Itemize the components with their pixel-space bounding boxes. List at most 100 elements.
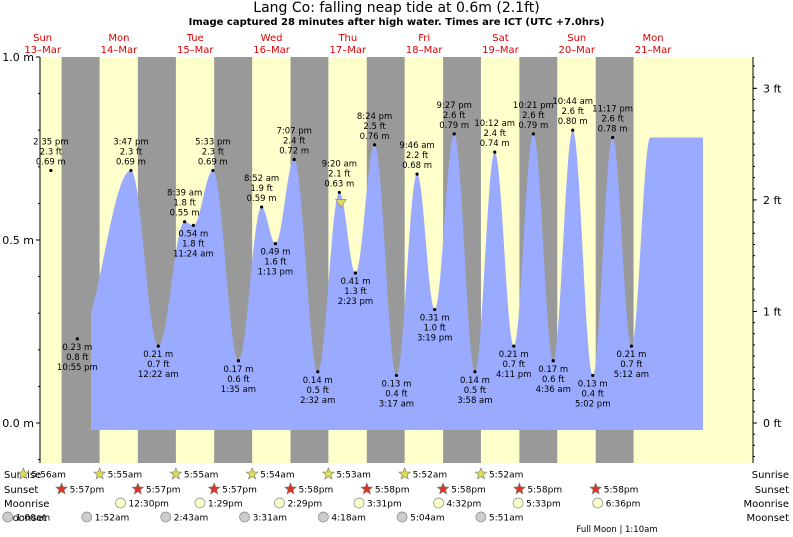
tide-label: 0.74 m xyxy=(480,139,510,149)
date-label: 18–Mar xyxy=(406,45,443,56)
tide-label: 2:23 pm xyxy=(338,297,373,307)
tide-label: 4:11 pm xyxy=(496,370,531,380)
moonset-time: 3:31am xyxy=(253,514,288,524)
moonrise-circle-icon xyxy=(115,497,126,509)
sunrise-star-icon xyxy=(93,467,107,480)
row-label-left: Sunset xyxy=(4,485,38,496)
sunset-star-icon xyxy=(131,482,145,495)
tide-label: 2.3 ft xyxy=(202,147,225,157)
sunset-time: 5:57pm xyxy=(222,486,257,496)
sunrise-star-icon xyxy=(398,467,412,480)
tide-point xyxy=(611,135,615,140)
left-axis-tick-label: 0.0 m xyxy=(2,417,34,430)
tide-label: 0.5 ft xyxy=(464,386,487,396)
sunrise-star-icon xyxy=(245,467,259,480)
tide-label: 9:27 pm xyxy=(436,101,471,111)
date-label: 20–Mar xyxy=(558,45,595,56)
sunrise-time: 5:56am xyxy=(31,471,65,481)
tide-label: 5:02 pm xyxy=(575,399,610,409)
tide-label: 5:33 pm xyxy=(195,137,230,147)
left-axis-tick-label: 1.0 m xyxy=(2,51,34,64)
tide-label: 11:17 pm xyxy=(592,105,633,115)
moonrise-time: 3:31pm xyxy=(367,500,402,510)
day-label: Wed xyxy=(261,33,283,44)
right-axis-tick-label: 3 ft xyxy=(763,82,782,95)
tide-label: 0.13 m xyxy=(381,379,411,389)
moonrise-circle-icon xyxy=(274,497,285,509)
moonset-circle-icon xyxy=(396,511,408,523)
sunset-time: 5:58pm xyxy=(604,486,639,496)
tide-label: 2.3 ft xyxy=(40,147,63,157)
tide-label: 3:47 pm xyxy=(113,137,148,147)
sunset-time: 5:58pm xyxy=(375,486,410,496)
tide-label: 0.49 m xyxy=(260,248,290,258)
page-title: Lang Co: falling neap tide at 0.6m (2.1f… xyxy=(253,0,540,16)
date-label: 14–Mar xyxy=(101,45,138,56)
tide-label: 0.21 m xyxy=(499,350,529,360)
tide-label: 0.55 m xyxy=(170,209,200,219)
tide-label: 1.8 ft xyxy=(182,239,205,249)
tide-point xyxy=(273,242,278,246)
tide-label: 1:35 am xyxy=(221,385,256,395)
tide-label: 1.3 ft xyxy=(344,287,367,297)
moonset-time: 1:00am xyxy=(16,514,51,524)
tide-point xyxy=(394,373,399,378)
tide-label: 0.79 m xyxy=(518,121,548,131)
tide-point xyxy=(433,307,437,312)
current-level-marker xyxy=(335,199,347,209)
sunrise-time: 5:52am xyxy=(489,471,524,481)
tide-point xyxy=(531,132,535,136)
moonset-circle-icon xyxy=(318,511,329,523)
sunset-time: 5:58pm xyxy=(451,486,486,496)
page-subtitle: Image captured 28 minutes after high wat… xyxy=(188,17,605,28)
tide-point xyxy=(493,150,497,154)
tide-point xyxy=(292,157,296,162)
date-label: 21–Mar xyxy=(635,45,672,56)
day-label: Sun xyxy=(33,33,52,44)
tide-label: 0.13 m xyxy=(578,379,608,389)
tide-label: 0.59 m xyxy=(247,194,277,204)
tide-point xyxy=(415,172,419,176)
tide-label: 3:58 am xyxy=(457,396,492,406)
tide-label: 0.14 m xyxy=(460,376,490,386)
tide-label: 0.5 ft xyxy=(307,386,330,396)
sunrise-time: 5:54am xyxy=(260,471,295,481)
moonset-circle-icon xyxy=(160,511,172,523)
tide-label: 10:55 pm xyxy=(57,363,98,373)
sunset-star-icon xyxy=(512,482,526,495)
tide-label: 0.7 ft xyxy=(147,360,170,370)
tide-label: 1.9 ft xyxy=(250,184,273,194)
tide-point xyxy=(236,359,241,363)
row-label-left: Moonrise xyxy=(4,499,49,510)
tide-label: 11:24 am xyxy=(173,249,214,259)
tide-label: 0.72 m xyxy=(279,146,309,156)
moonrise-circle-icon xyxy=(512,497,524,509)
day-label: Mon xyxy=(643,33,664,44)
tide-point xyxy=(316,370,320,374)
tide-label: 2.6 ft xyxy=(522,111,545,121)
tide-label: 0.7 ft xyxy=(503,360,526,370)
tide-label: 0.78 m xyxy=(598,125,628,135)
moonrise-time: 4:32pm xyxy=(447,500,482,510)
sunset-star-icon xyxy=(360,482,374,495)
tide-point xyxy=(571,128,575,132)
tide-label: 0.4 ft xyxy=(385,389,408,399)
tide-label: 2.6 ft xyxy=(562,107,585,117)
moonset-circle-icon xyxy=(475,511,487,523)
tide-label: 0.63 m xyxy=(324,179,354,189)
tide-label: 3:17 am xyxy=(379,399,414,409)
tide-label: 0.80 m xyxy=(558,117,588,127)
tide-label: 2.1 ft xyxy=(328,169,351,179)
tide-label: 2.4 ft xyxy=(283,136,306,146)
row-label-right: Moonrise xyxy=(744,499,789,510)
moonset-circle-icon xyxy=(2,511,14,523)
right-axis-tick-label: 0 ft xyxy=(763,417,782,430)
tide-point xyxy=(512,344,516,348)
tide-label: 0.17 m xyxy=(538,365,568,375)
moonset-time: 5:51am xyxy=(489,514,524,524)
sunset-time: 5:58pm xyxy=(527,486,562,496)
tide-point xyxy=(551,359,555,363)
tide-point xyxy=(182,220,187,224)
tide-label: 1:13 pm xyxy=(258,268,293,278)
